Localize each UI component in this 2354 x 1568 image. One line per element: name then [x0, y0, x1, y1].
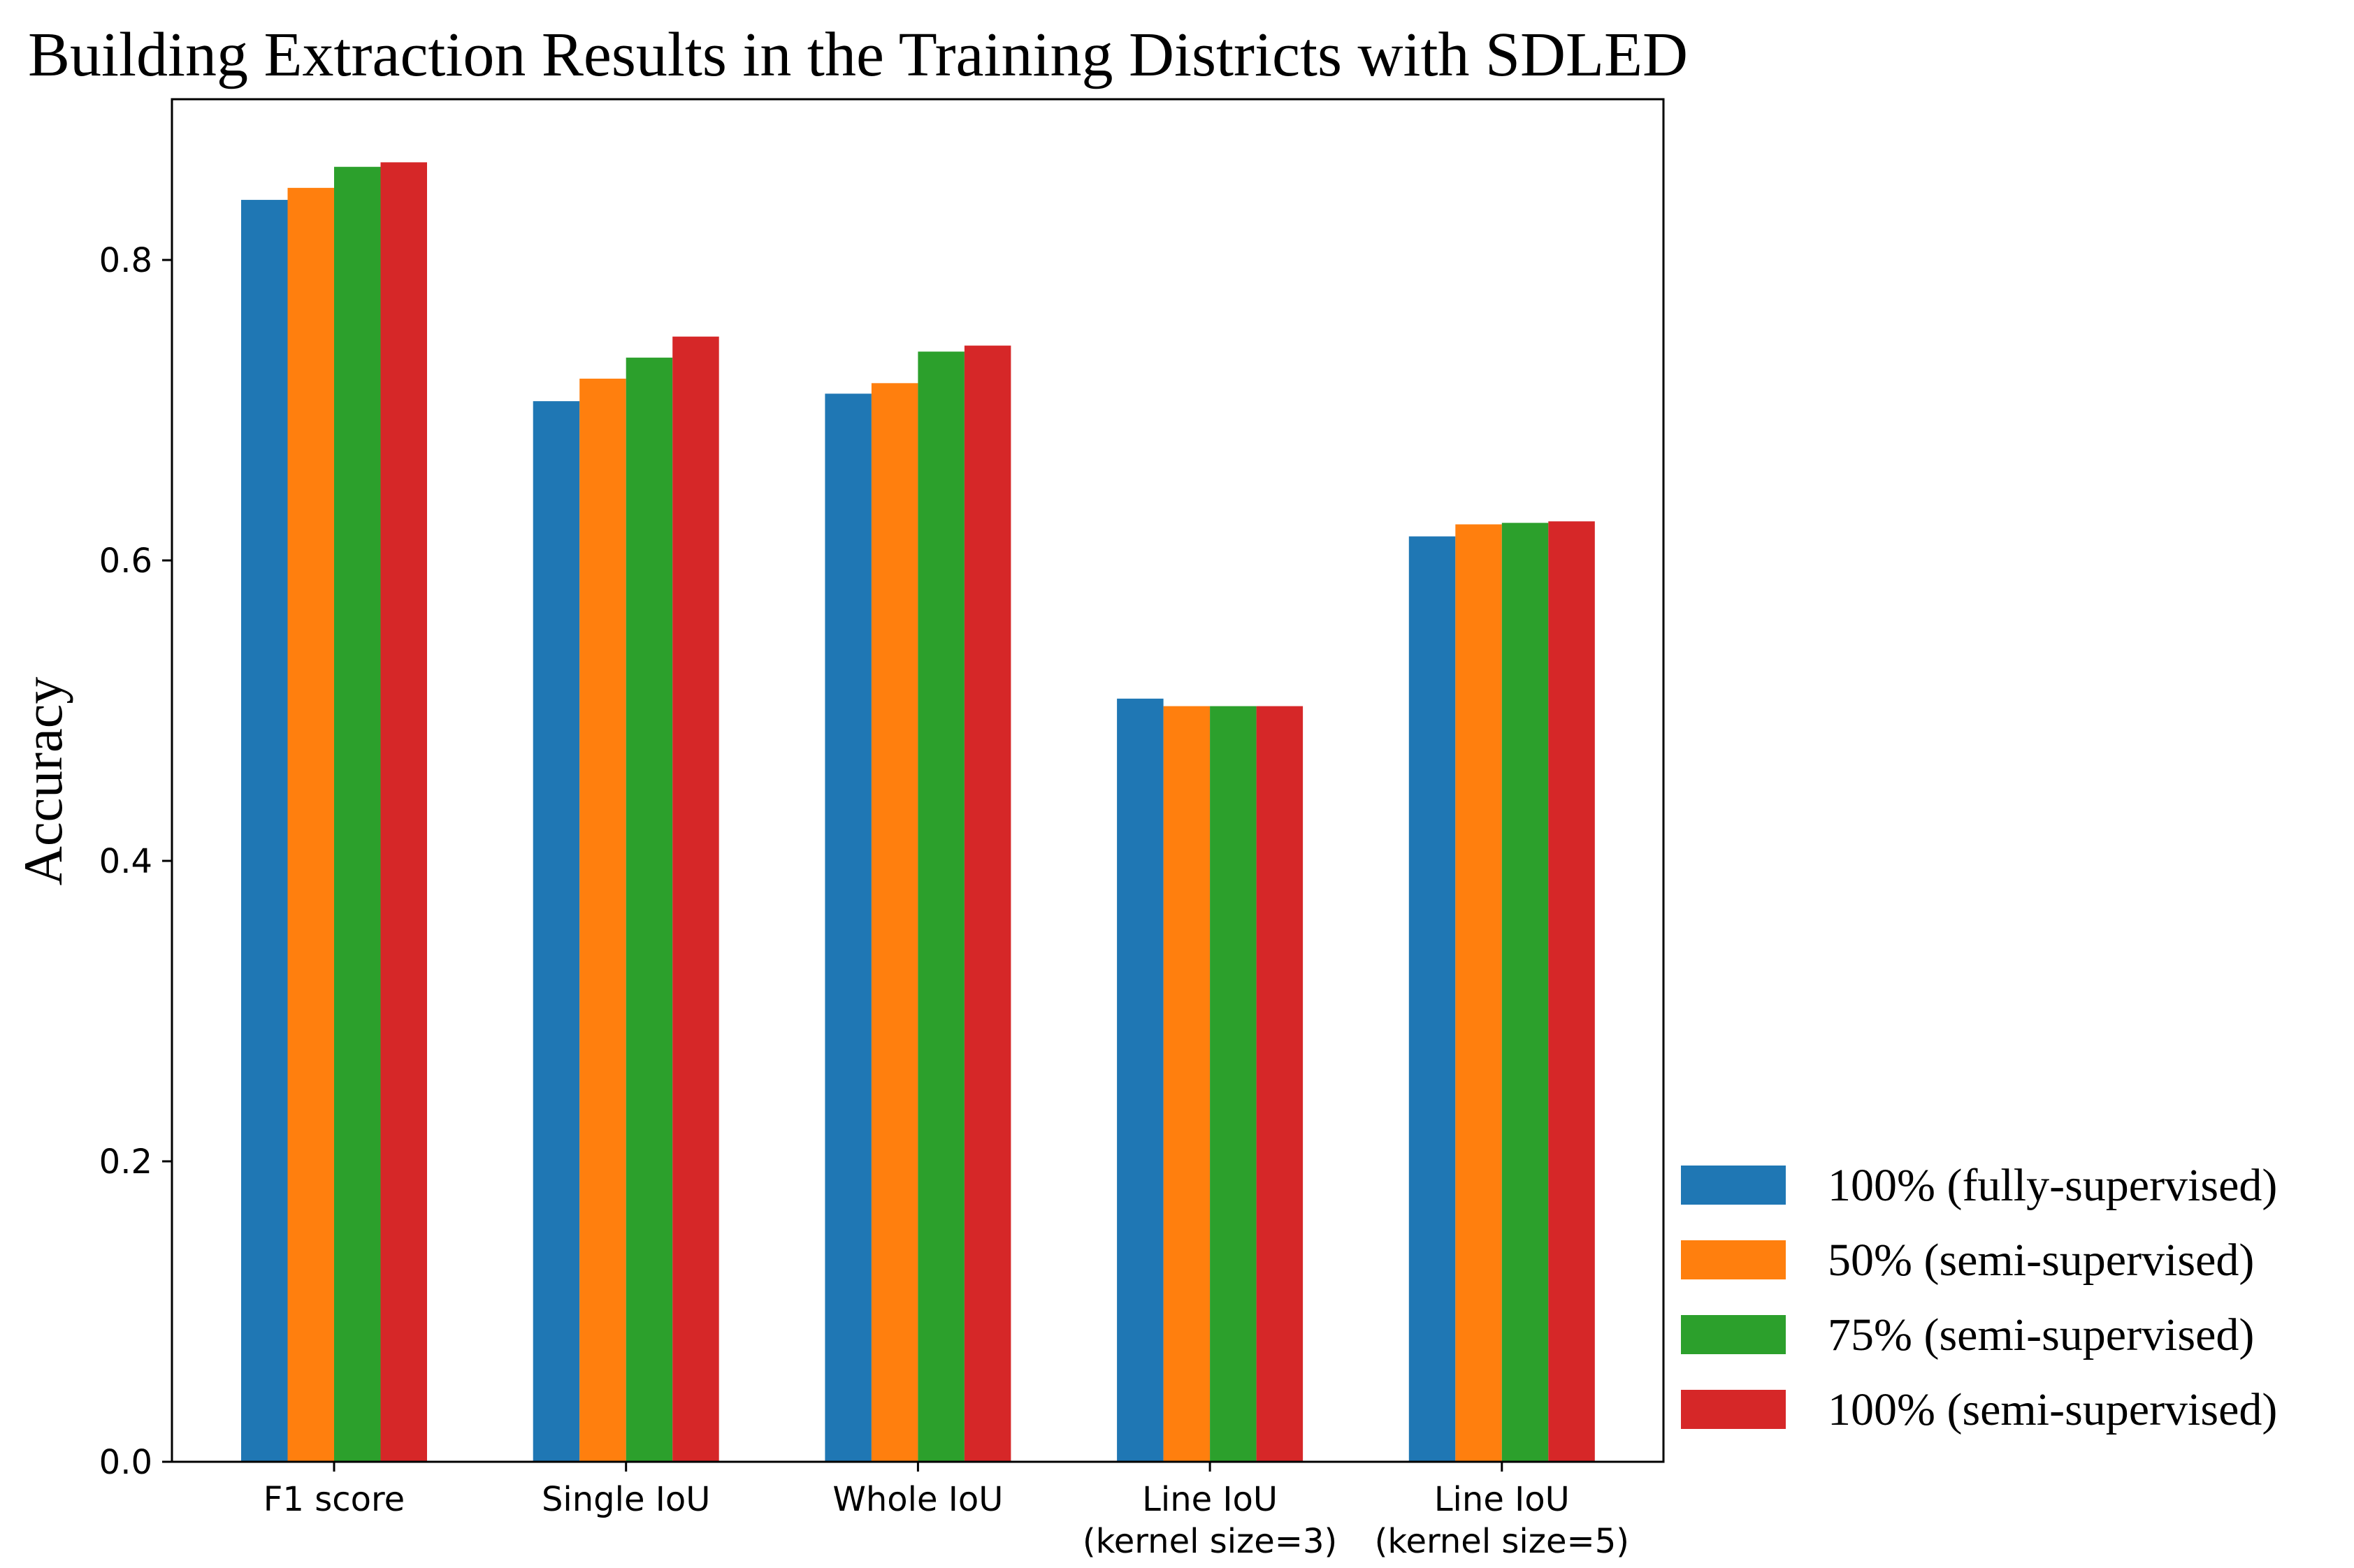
legend-label: 75% (semi-supervised) — [1828, 1309, 2254, 1360]
bar — [380, 162, 427, 1462]
bar — [334, 166, 381, 1462]
x-tick-label: Single IoU — [542, 1480, 710, 1519]
legend-swatch — [1681, 1240, 1786, 1279]
x-tick-label: F1 score — [263, 1480, 405, 1519]
bar — [1210, 706, 1257, 1462]
bar — [1256, 706, 1304, 1462]
legend-swatch — [1681, 1390, 1786, 1429]
bar — [672, 336, 719, 1462]
y-tick-label: 0.6 — [99, 542, 152, 581]
bar — [871, 383, 918, 1462]
bar — [918, 351, 965, 1462]
y-axis-label: Accuracy — [13, 677, 73, 886]
chart-title: Building Extraction Results in the Train… — [28, 20, 1688, 89]
plot-area: 0.0 0.2 0.4 0.6 0.8 F1 score Single IoU Whole I… — [99, 98, 1665, 1561]
x-tick-label: Line IoU — [1434, 1480, 1570, 1519]
x-tick-label: Whole IoU — [832, 1480, 1003, 1519]
legend-label: 100% (semi-supervised) — [1828, 1384, 2277, 1435]
bar — [579, 378, 626, 1462]
y-tick-label: 0.0 — [99, 1443, 152, 1482]
x-tick-label: Line IoU — [1142, 1480, 1278, 1519]
bar — [1501, 523, 1549, 1462]
y-tick-label: 0.2 — [99, 1142, 152, 1182]
y-tick-label: 0.4 — [99, 842, 152, 881]
legend: 100% (fully-supervised) 50% (semi-supervi… — [1681, 1160, 2277, 1435]
bar — [1548, 521, 1595, 1462]
bar — [1163, 706, 1211, 1462]
x-tick-label: (kernel size=3) — [1083, 1522, 1337, 1561]
bar — [533, 401, 580, 1462]
bar — [1117, 698, 1164, 1462]
bar — [287, 187, 334, 1462]
bar — [626, 357, 673, 1462]
bar — [1408, 536, 1456, 1462]
legend-label: 100% (fully-supervised) — [1828, 1160, 2277, 1211]
legend-swatch — [1681, 1315, 1786, 1354]
legend-label: 50% (semi-supervised) — [1828, 1235, 2254, 1286]
legend-swatch — [1681, 1166, 1786, 1205]
x-tick-label: (kernel size=5) — [1375, 1522, 1629, 1561]
bar — [964, 345, 1011, 1462]
bar — [1455, 524, 1502, 1462]
bar — [241, 200, 288, 1462]
bar — [825, 393, 872, 1462]
y-tick-label: 0.8 — [99, 241, 152, 280]
